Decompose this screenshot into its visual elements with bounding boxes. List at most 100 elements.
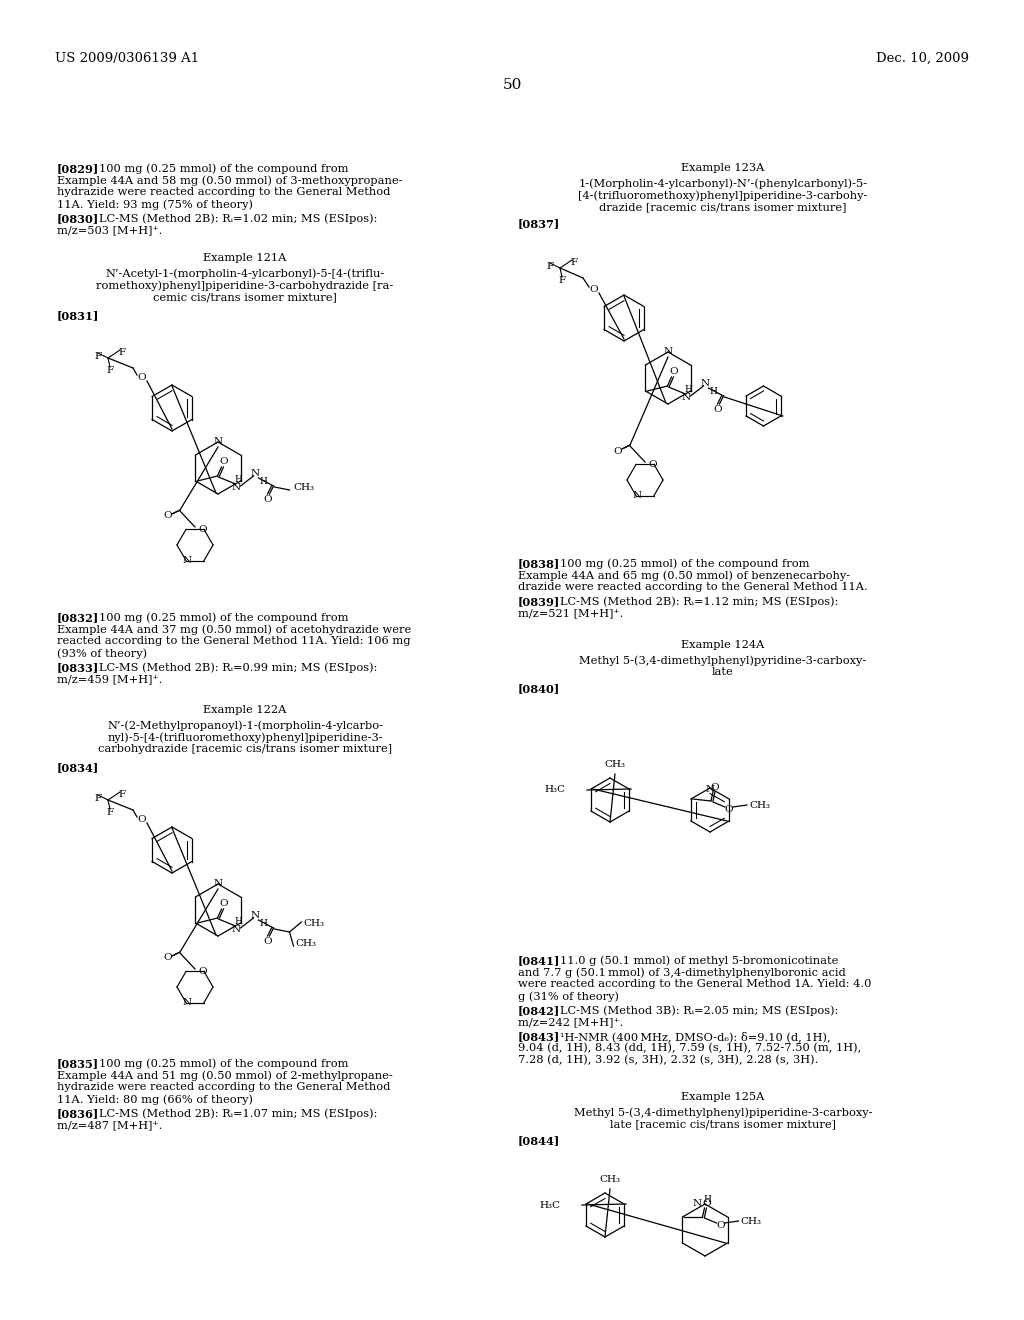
Text: H: H xyxy=(703,1196,711,1204)
Text: [0833]: [0833] xyxy=(57,663,99,673)
Text: O: O xyxy=(219,899,227,908)
Text: CH₃: CH₃ xyxy=(740,1217,762,1225)
Text: 11A. Yield: 93 mg (75% of theory): 11A. Yield: 93 mg (75% of theory) xyxy=(57,199,253,210)
Text: O: O xyxy=(711,783,719,792)
Text: F: F xyxy=(118,789,125,799)
Text: F: F xyxy=(546,261,553,271)
Text: Example 121A: Example 121A xyxy=(204,253,287,263)
Text: [0842]: [0842] xyxy=(518,1005,560,1016)
Text: reacted according to the General Method 11A. Yield: 106 mg: reacted according to the General Method … xyxy=(57,636,411,645)
Text: N: N xyxy=(251,912,260,920)
Text: Example 44A and 37 mg (0.50 mmol) of acetohydrazide were: Example 44A and 37 mg (0.50 mmol) of ace… xyxy=(57,624,412,635)
Text: 11.0 g (50.1 mmol) of methyl 5-bromonicotinate: 11.0 g (50.1 mmol) of methyl 5-bromonico… xyxy=(560,954,839,965)
Text: and 7.7 g (50.1 mmol) of 3,4-dimethylphenylboronic acid: and 7.7 g (50.1 mmol) of 3,4-dimethylphe… xyxy=(518,968,846,978)
Text: H: H xyxy=(685,385,692,395)
Text: N: N xyxy=(633,491,642,500)
Text: [0830]: [0830] xyxy=(57,213,99,224)
Text: carbohydrazide [racemic cis/trans isomer mixture]: carbohydrazide [racemic cis/trans isomer… xyxy=(98,744,392,754)
Text: [0832]: [0832] xyxy=(57,612,99,623)
Text: [0840]: [0840] xyxy=(518,682,560,694)
Text: N: N xyxy=(700,380,710,388)
Text: N: N xyxy=(706,785,715,795)
Text: H: H xyxy=(259,478,267,487)
Text: N: N xyxy=(182,998,191,1007)
Text: F: F xyxy=(94,795,101,803)
Text: m/z=242 [M+H]⁺.: m/z=242 [M+H]⁺. xyxy=(518,1016,624,1027)
Text: N: N xyxy=(682,393,691,403)
Text: 1-(Morpholin-4-ylcarbonyl)-N’-(phenylcarbonyl)-5-: 1-(Morpholin-4-ylcarbonyl)-N’-(phenylcar… xyxy=(579,178,867,189)
Text: H: H xyxy=(710,388,718,396)
Text: H: H xyxy=(234,475,243,484)
Text: N: N xyxy=(182,556,191,565)
Text: O: O xyxy=(199,968,207,975)
Text: O: O xyxy=(219,458,227,466)
Text: O: O xyxy=(713,404,722,413)
Text: 7.28 (d, 1H), 3.92 (s, 3H), 2.32 (s, 3H), 2.28 (s, 3H).: 7.28 (d, 1H), 3.92 (s, 3H), 2.32 (s, 3H)… xyxy=(518,1055,818,1065)
Text: [0844]: [0844] xyxy=(518,1135,560,1146)
Text: O: O xyxy=(164,953,172,962)
Text: F: F xyxy=(570,257,578,267)
Text: N’-(2-Methylpropanoyl)-1-(morpholin-4-ylcarbo-: N’-(2-Methylpropanoyl)-1-(morpholin-4-yl… xyxy=(106,719,383,730)
Text: 100 mg (0.25 mmol) of the compound from: 100 mg (0.25 mmol) of the compound from xyxy=(99,1059,348,1069)
Text: LC-MS (Method 2B): Rᵢ=1.07 min; MS (ESIpos):: LC-MS (Method 2B): Rᵢ=1.07 min; MS (ESIp… xyxy=(99,1107,378,1118)
Text: N: N xyxy=(213,437,222,446)
Text: [0841]: [0841] xyxy=(518,954,560,966)
Text: late [racemic cis/trans isomer mixture]: late [racemic cis/trans isomer mixture] xyxy=(610,1119,836,1129)
Text: O: O xyxy=(648,459,657,469)
Text: H₃C: H₃C xyxy=(544,785,565,795)
Text: Example 44A and 58 mg (0.50 mmol) of 3-methoxypropane-: Example 44A and 58 mg (0.50 mmol) of 3-m… xyxy=(57,176,402,186)
Text: Example 123A: Example 123A xyxy=(681,162,765,173)
Text: O: O xyxy=(590,285,598,294)
Text: N: N xyxy=(213,879,222,888)
Text: US 2009/0306139 A1: US 2009/0306139 A1 xyxy=(55,51,199,65)
Text: O: O xyxy=(725,804,733,813)
Text: F: F xyxy=(118,348,125,356)
Text: romethoxy)phenyl]piperidine-3-carbohydrazide [ra-: romethoxy)phenyl]piperidine-3-carbohydra… xyxy=(96,280,393,290)
Text: drazide [racemic cis/trans isomer mixture]: drazide [racemic cis/trans isomer mixtur… xyxy=(599,202,847,213)
Text: N: N xyxy=(231,483,241,492)
Text: O: O xyxy=(137,374,146,383)
Text: LC-MS (Method 2B): Rᵢ=1.02 min; MS (ESIpos):: LC-MS (Method 2B): Rᵢ=1.02 min; MS (ESIp… xyxy=(99,213,378,223)
Text: CH₃: CH₃ xyxy=(599,1175,621,1184)
Text: CH₃: CH₃ xyxy=(303,920,325,928)
Text: N: N xyxy=(692,1200,701,1209)
Text: were reacted according to the General Method 1A. Yield: 4.0: were reacted according to the General Me… xyxy=(518,979,871,989)
Text: H: H xyxy=(259,920,267,928)
Text: Example 124A: Example 124A xyxy=(681,640,765,649)
Text: [0836]: [0836] xyxy=(57,1107,99,1119)
Text: LC-MS (Method 3B): Rᵢ=2.05 min; MS (ESIpos):: LC-MS (Method 3B): Rᵢ=2.05 min; MS (ESIp… xyxy=(560,1005,839,1015)
Text: F: F xyxy=(106,808,113,817)
Text: Example 44A and 51 mg (0.50 mmol) of 2-methylpropane-: Example 44A and 51 mg (0.50 mmol) of 2-m… xyxy=(57,1071,393,1081)
Text: 9.04 (d, 1H), 8.43 (dd, 1H), 7.59 (s, 1H), 7.52-7.50 (m, 1H),: 9.04 (d, 1H), 8.43 (dd, 1H), 7.59 (s, 1H… xyxy=(518,1043,861,1053)
Text: O: O xyxy=(199,525,207,533)
Text: cemic cis/trans isomer mixture]: cemic cis/trans isomer mixture] xyxy=(153,292,337,302)
Text: [0839]: [0839] xyxy=(518,597,560,607)
Text: O: O xyxy=(702,1199,711,1208)
Text: CH₃: CH₃ xyxy=(294,483,314,492)
Text: O: O xyxy=(164,511,172,520)
Text: 100 mg (0.25 mmol) of the compound from: 100 mg (0.25 mmol) of the compound from xyxy=(99,162,348,173)
Text: ¹H-NMR (400 MHz, DMSO-d₆): δ=9.10 (d, 1H),: ¹H-NMR (400 MHz, DMSO-d₆): δ=9.10 (d, 1H… xyxy=(560,1031,830,1041)
Text: Example 122A: Example 122A xyxy=(204,705,287,715)
Text: [4-(trifluoromethoxy)phenyl]piperidine-3-carbohy-: [4-(trifluoromethoxy)phenyl]piperidine-3… xyxy=(579,190,867,201)
Text: [0838]: [0838] xyxy=(518,558,560,569)
Text: [0831]: [0831] xyxy=(57,310,99,321)
Text: 100 mg (0.25 mmol) of the compound from: 100 mg (0.25 mmol) of the compound from xyxy=(99,612,348,623)
Text: N’-Acetyl-1-(morpholin-4-ylcarbonyl)-5-[4-(triflu-: N’-Acetyl-1-(morpholin-4-ylcarbonyl)-5-[… xyxy=(105,268,385,279)
Text: N: N xyxy=(251,470,260,479)
Text: [0837]: [0837] xyxy=(518,218,560,228)
Text: [0843]: [0843] xyxy=(518,1031,560,1041)
Text: [0835]: [0835] xyxy=(57,1059,99,1069)
Text: LC-MS (Method 2B): Rᵢ=1.12 min; MS (ESIpos):: LC-MS (Method 2B): Rᵢ=1.12 min; MS (ESIp… xyxy=(560,597,839,607)
Text: late: late xyxy=(712,667,734,677)
Text: 50: 50 xyxy=(503,78,521,92)
Text: drazide were reacted according to the General Method 11A.: drazide were reacted according to the Ge… xyxy=(518,582,867,591)
Text: O: O xyxy=(613,446,623,455)
Text: O: O xyxy=(263,936,271,945)
Text: O: O xyxy=(137,816,146,825)
Text: CH₃: CH₃ xyxy=(296,940,316,949)
Text: CH₃: CH₃ xyxy=(604,760,626,770)
Text: 100 mg (0.25 mmol) of the compound from: 100 mg (0.25 mmol) of the compound from xyxy=(560,558,810,569)
Text: Example 125A: Example 125A xyxy=(681,1092,765,1102)
Text: N: N xyxy=(664,347,673,356)
